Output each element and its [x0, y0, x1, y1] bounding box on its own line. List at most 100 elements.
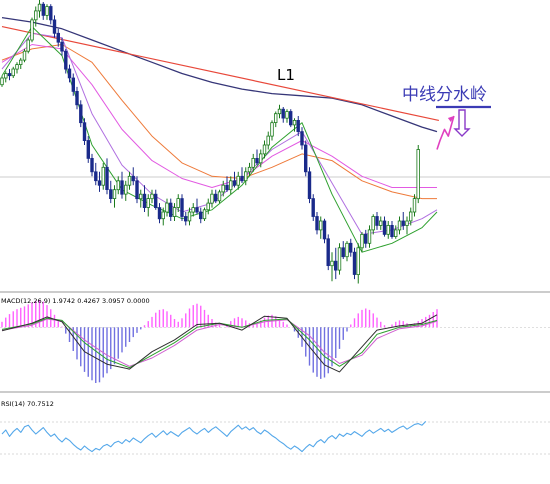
candle [273, 111, 278, 128]
candle [52, 15, 57, 38]
candle [352, 247, 357, 280]
candle-body [195, 207, 199, 213]
candle [105, 158, 109, 195]
candle-body [345, 242, 349, 258]
candle-body [360, 233, 364, 249]
candle [195, 198, 199, 215]
candle [131, 167, 135, 186]
candle [315, 212, 319, 235]
macd-main-line [1, 314, 438, 373]
candle-body [378, 220, 383, 226]
candle-body [408, 211, 413, 222]
candle [386, 221, 390, 239]
candle [288, 109, 293, 128]
candle-body [412, 198, 417, 213]
candle [79, 100, 83, 128]
candle-body [225, 184, 229, 191]
candle-body [168, 202, 173, 217]
candle-body [285, 111, 289, 119]
candle [37, 0, 42, 18]
candle-body [101, 166, 105, 186]
forecast-arrowhead [447, 115, 454, 122]
candle [330, 252, 334, 282]
candle-body [97, 180, 102, 186]
candle [49, 4, 53, 25]
candle-body [75, 91, 79, 106]
candle-body [213, 193, 218, 202]
forecast-arrow-path [436, 115, 455, 150]
candle [247, 162, 252, 177]
candle-body [330, 260, 334, 267]
candle-body [236, 175, 240, 186]
candle-body [296, 120, 300, 133]
candle-body [348, 242, 353, 253]
trendline-label: L1 [277, 66, 295, 84]
candle [285, 109, 289, 123]
candle-body [7, 73, 12, 77]
candle [172, 203, 177, 221]
candle [397, 216, 402, 235]
candle-body [300, 131, 304, 146]
candle-body [0, 77, 4, 86]
candle [277, 104, 282, 119]
candle [71, 73, 75, 96]
trendline-l1 [1, 26, 440, 121]
candle [168, 198, 173, 221]
candle-body [288, 111, 293, 126]
candle [116, 176, 120, 195]
candle-body [26, 39, 30, 52]
candle-body [180, 198, 184, 217]
candle-body [150, 193, 154, 200]
candle [191, 203, 195, 217]
candle [153, 189, 158, 210]
candle [213, 189, 218, 204]
candle [258, 149, 263, 168]
candle [210, 189, 214, 208]
candle [375, 212, 379, 230]
candle-body [138, 193, 143, 200]
rsi-panel: RSI(14) 70.7512 [0, 400, 550, 455]
candle-body [191, 207, 195, 213]
candle-body [202, 209, 207, 220]
candle-body [270, 122, 274, 137]
candle-body [221, 184, 225, 193]
macd-marks [0, 300, 550, 383]
candle-body [15, 64, 19, 70]
candle [296, 116, 300, 137]
candle [41, 2, 45, 20]
candle [228, 176, 233, 195]
candle-body [37, 3, 42, 12]
candle-body [356, 247, 360, 276]
candle [405, 216, 409, 235]
candle [176, 194, 180, 212]
candle [157, 203, 162, 224]
candle [270, 120, 274, 141]
candle [326, 234, 330, 271]
price-marks [0, 0, 491, 284]
candle [187, 207, 192, 226]
candle [367, 225, 372, 248]
candle [206, 198, 210, 215]
candle [101, 162, 105, 190]
candle [56, 28, 60, 47]
candle [7, 69, 12, 81]
candle [251, 153, 255, 172]
candle-body [49, 6, 53, 21]
candle-body [232, 180, 237, 186]
candle-body [56, 32, 60, 43]
macd-panel: MACD(12,26,9) 1.9742 0.4267 3.0957 0.000… [0, 297, 550, 383]
candle-body [210, 193, 214, 204]
candle-body [416, 149, 420, 200]
candle [183, 212, 188, 226]
candle [15, 62, 19, 74]
candle-body [124, 184, 128, 195]
candle [341, 241, 345, 259]
candle [416, 145, 420, 204]
candle [180, 194, 184, 221]
candle-body [105, 166, 109, 191]
candle [34, 6, 38, 27]
candle-body [262, 144, 267, 155]
candle [266, 131, 270, 150]
